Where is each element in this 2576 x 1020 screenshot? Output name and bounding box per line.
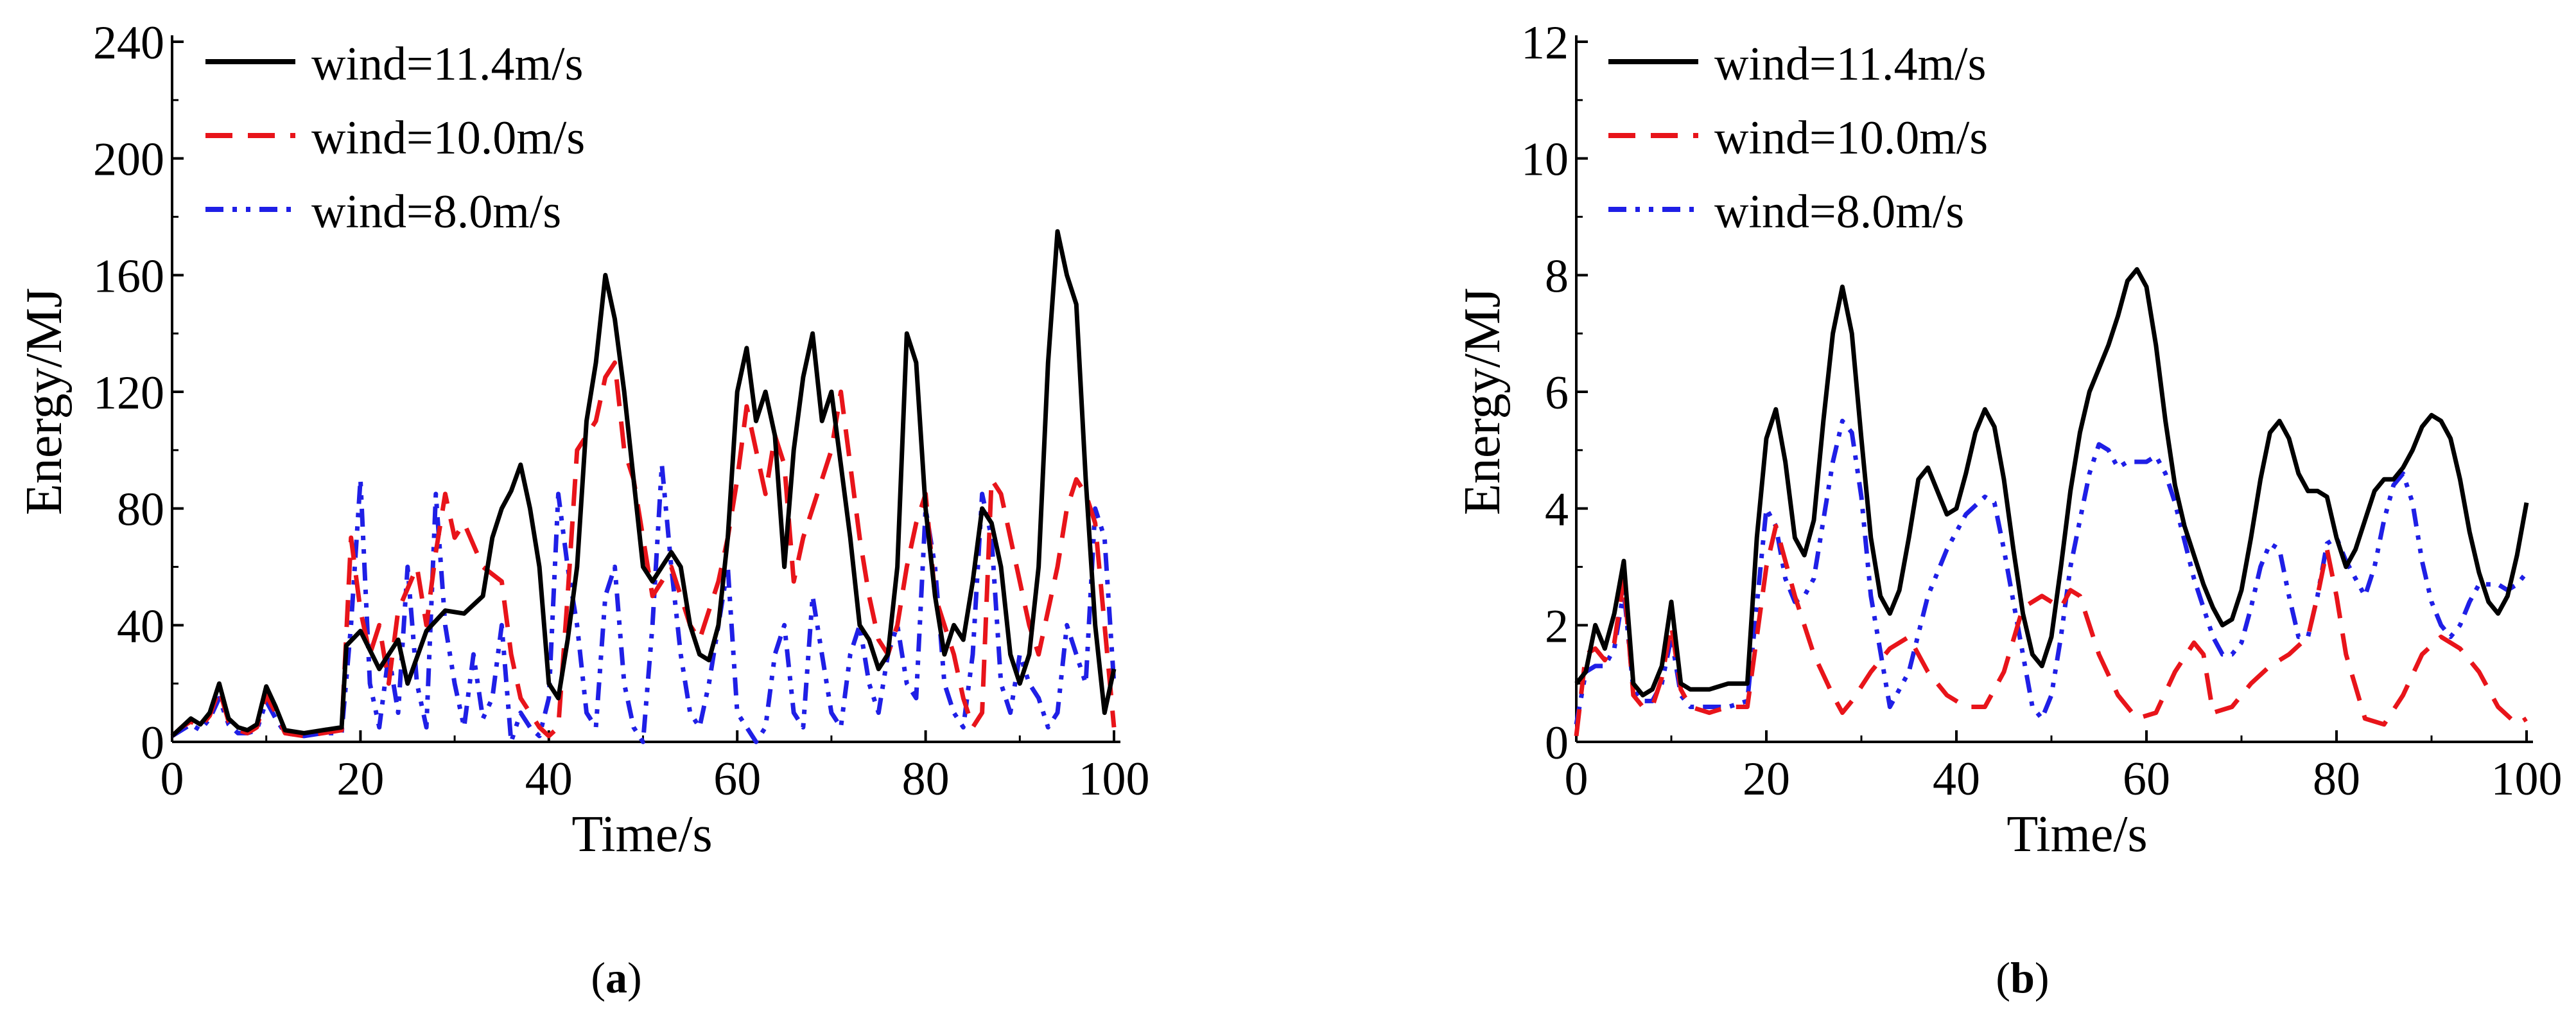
panel-b-y-axis-label: Energy/MJ: [1454, 288, 1511, 515]
panel-a-y-tick-label: 40: [117, 600, 164, 653]
panel-b-y-tick-label: 10: [1521, 134, 1569, 186]
panel-b-x-ticks: 0 20 40 60 80 100: [1565, 730, 2563, 805]
panel-a-series-line-wind-10-0m-s: [170, 360, 1117, 739]
panel-b-x-tick-label: 100: [2491, 753, 2563, 805]
panel-a-y-tick-label: 200: [93, 134, 164, 186]
panel-a-series-line-wind-8-0m-s: [171, 462, 1117, 744]
panel-a-legend-label-2: wind=8.0m/s: [311, 186, 561, 238]
panel-a-x-tick-label: 20: [336, 753, 384, 805]
panel-a-y-tick-label: 0: [141, 717, 164, 769]
chart-panel-a: 0 40 80 120 160 200 240 0 20 40 60 80 100 Time/s En…: [16, 17, 1150, 1002]
panel-b-x-tick-label: 40: [1933, 753, 1980, 805]
panel-a-y-tick-label: 160: [93, 250, 164, 303]
panel-a-legend-label-0: wind=11.4m/s: [311, 38, 583, 91]
panel-a-y-tick-label: 80: [117, 484, 164, 536]
panel-a-y-axis-label: Energy/MJ: [16, 288, 73, 515]
panel-b-caption: (b): [1996, 953, 2049, 1002]
panel-a-series: [170, 229, 1117, 744]
panel-a-caption: (a): [591, 953, 641, 1002]
panel-b-series-line-wind-11-4m-s: [1574, 267, 2529, 698]
panel-b-x-axis-label: Time/s: [2006, 806, 2147, 863]
panel-a-legend-label-1: wind=10.0m/s: [311, 112, 585, 164]
panel-b-legend-label-2: wind=8.0m/s: [1714, 186, 1964, 238]
panel-b-y-tick-label: 8: [1545, 250, 1569, 303]
panel-b-legend: wind=11.4m/s wind=10.0m/s wind=8.0m/s: [1608, 38, 1988, 238]
panel-b-legend-label-0: wind=11.4m/s: [1714, 38, 1986, 91]
panel-a-x-tick-label: 60: [713, 753, 761, 805]
panel-b-x-tick-label: 0: [1565, 753, 1588, 805]
panel-b-series-line-wind-8-0m-s: [1574, 418, 2528, 725]
panel-a-y-ticks: 0 40 80 120 160 200 240: [93, 17, 184, 769]
panel-b-legend-label-1: wind=10.0m/s: [1714, 112, 1988, 164]
panel-a-y-tick-label: 120: [93, 367, 164, 419]
panel-a-series-line-wind-11-4m-s: [170, 229, 1117, 738]
panel-b-x-tick-label: 80: [2313, 753, 2360, 805]
panel-a-x-axis-label: Time/s: [571, 806, 712, 863]
panel-a-x-ticks: 0 20 40 60 80 100: [161, 730, 1150, 805]
panel-a-x-tick-label: 100: [1079, 753, 1150, 805]
panel-b-y-tick-label: 12: [1521, 17, 1569, 69]
panel-b-y-tick-label: 4: [1545, 484, 1569, 536]
panel-b-series-line-wind-10-0m-s: [1574, 523, 2528, 737]
panel-b-y-tick-label: 2: [1545, 600, 1569, 653]
panel-b-x-tick-label: 60: [2123, 753, 2170, 805]
panel-a-x-tick-label: 80: [902, 753, 950, 805]
panel-a-caption-letter: a: [605, 953, 627, 1002]
panel-a-legend: wind=11.4m/s wind=10.0m/s wind=8.0m/s: [205, 38, 585, 238]
panel-b-series: [1574, 267, 2529, 737]
panel-a-x-tick-label: 0: [161, 753, 184, 805]
panel-b-x-tick-label: 20: [1743, 753, 1790, 805]
panel-a-x-tick-label: 40: [525, 753, 573, 805]
panel-b-y-ticks: 0 2 4 6 8 10 12: [1521, 17, 1588, 769]
panel-b-y-tick-label: 0: [1545, 717, 1569, 769]
panel-a-y-tick-label: 240: [93, 17, 164, 69]
panel-b-caption-letter: b: [2010, 953, 2035, 1002]
panel-b-y-tick-label: 6: [1545, 367, 1569, 419]
